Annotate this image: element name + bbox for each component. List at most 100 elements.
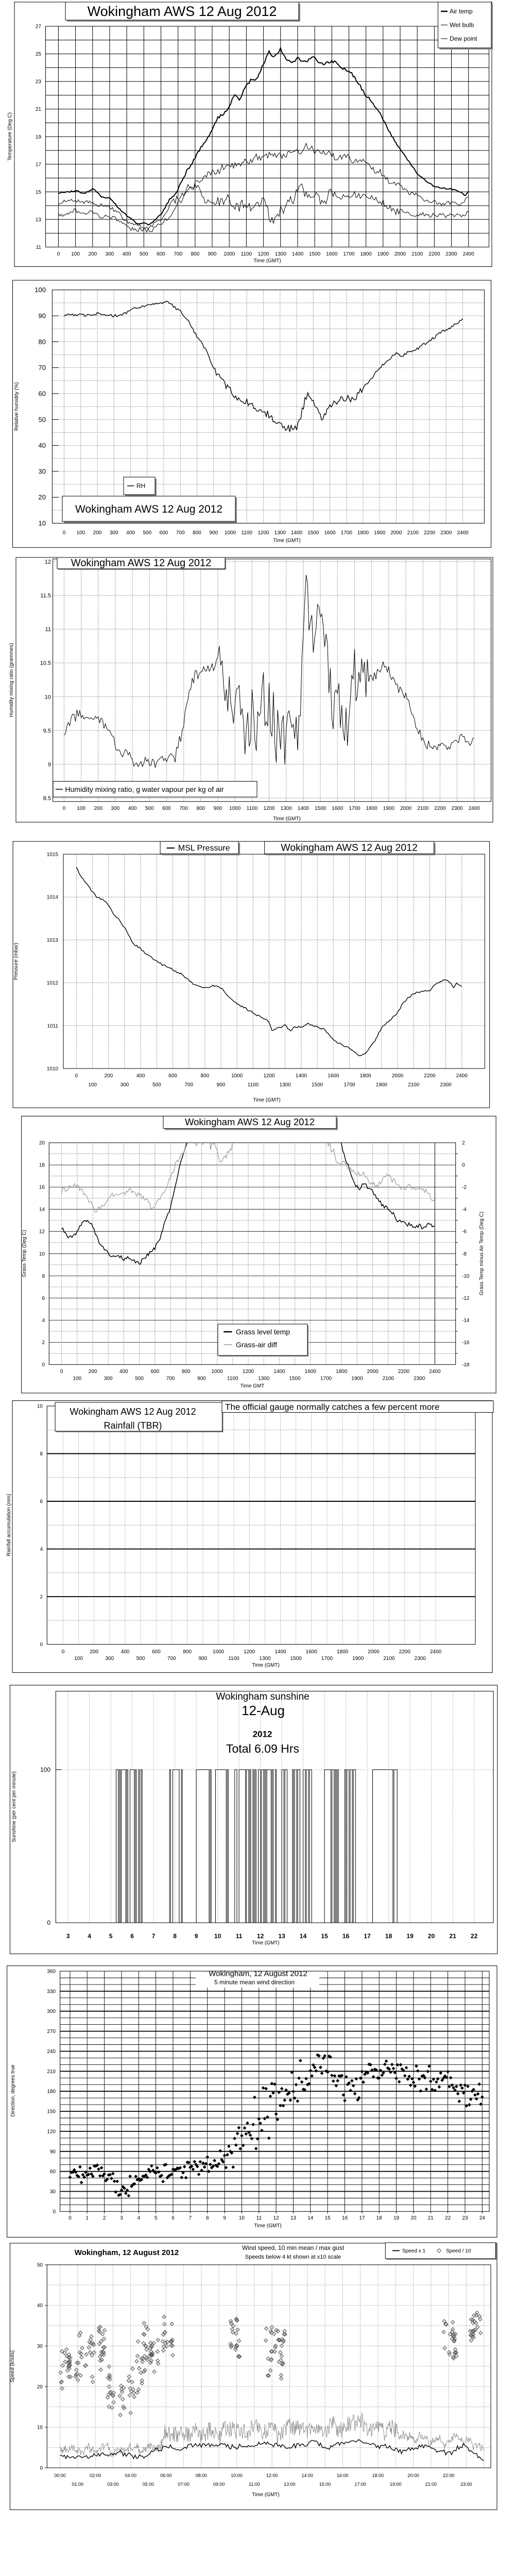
svg-text:1000: 1000 [224, 251, 235, 257]
svg-text:40: 40 [37, 2303, 43, 2309]
svg-text:22: 22 [445, 2215, 451, 2221]
svg-text:1500: 1500 [312, 1082, 323, 1088]
svg-text:19: 19 [36, 134, 42, 140]
svg-text:700: 700 [184, 1082, 193, 1088]
svg-text:2100: 2100 [411, 251, 423, 257]
svg-text:1400: 1400 [291, 530, 303, 536]
svg-text:2100: 2100 [383, 1376, 394, 1382]
svg-text:1: 1 [85, 2215, 89, 2221]
svg-text:270: 270 [47, 2029, 56, 2035]
svg-text:2400: 2400 [429, 1369, 441, 1375]
svg-text:1200: 1200 [244, 1649, 255, 1655]
svg-text:2000: 2000 [400, 806, 412, 811]
svg-text:1900: 1900 [376, 1082, 388, 1088]
svg-text:-16: -16 [462, 1340, 470, 1346]
svg-text:40: 40 [39, 442, 46, 449]
svg-text:23: 23 [36, 79, 42, 85]
svg-text:900: 900 [197, 1376, 206, 1382]
svg-text:400: 400 [128, 806, 137, 811]
svg-text:Sunshine (per cent per minute): Sunshine (per cent per minute) [11, 1771, 17, 1842]
svg-text:4: 4 [88, 1933, 91, 1940]
svg-text:Time (GMT): Time (GMT) [254, 2223, 282, 2229]
svg-text:14: 14 [39, 1207, 45, 1213]
svg-text:1500: 1500 [290, 1656, 302, 1662]
svg-text:90: 90 [50, 2149, 56, 2155]
svg-text:500: 500 [145, 806, 154, 811]
svg-text:11:00: 11:00 [249, 2482, 260, 2487]
svg-text:14: 14 [307, 2215, 314, 2221]
svg-text:Grass Temp minus Air Temp (Deg: Grass Temp minus Air Temp (Deg C) [479, 1212, 485, 1295]
svg-text:Time GMT: Time GMT [241, 1383, 265, 1389]
svg-text:50: 50 [37, 2262, 43, 2268]
svg-text:17:00: 17:00 [354, 2482, 366, 2487]
svg-text:600: 600 [160, 530, 168, 536]
svg-text:2012: 2012 [253, 1730, 272, 1739]
svg-text:21:00: 21:00 [425, 2482, 437, 2487]
svg-text:1400: 1400 [274, 1649, 286, 1655]
svg-text:17: 17 [364, 1933, 371, 1940]
svg-text:2400: 2400 [456, 1073, 468, 1079]
svg-text:Humidity mixing ratio (grammes: Humidity mixing ratio (grammes) [9, 643, 14, 717]
svg-text:1015: 1015 [47, 852, 59, 858]
svg-text:05:00: 05:00 [143, 2482, 154, 2487]
svg-text:00:00: 00:00 [54, 2473, 66, 2478]
svg-text:2200: 2200 [398, 1369, 410, 1375]
svg-text:0: 0 [62, 1649, 65, 1655]
svg-text:1100: 1100 [247, 806, 258, 811]
svg-text:21: 21 [36, 107, 42, 112]
svg-text:1600: 1600 [324, 530, 336, 536]
svg-text:Rainfall accumulation (mm): Rainfall accumulation (mm) [6, 1494, 12, 1556]
svg-text:1900: 1900 [374, 530, 386, 536]
svg-text:09:00: 09:00 [213, 2482, 225, 2487]
svg-text:The official gauge normally ca: The official gauge normally catches a fe… [225, 1402, 439, 1412]
svg-text:2200: 2200 [399, 1649, 411, 1655]
svg-text:30: 30 [37, 2344, 43, 2349]
svg-text:10: 10 [214, 1933, 221, 1940]
svg-text:14:00: 14:00 [301, 2473, 313, 2478]
svg-text:10: 10 [239, 2215, 245, 2221]
svg-text:800: 800 [193, 530, 201, 536]
svg-text:Humidity mixing ratio, g water: Humidity mixing ratio, g water vapour pe… [65, 785, 224, 793]
svg-text:5 minute mean wind direction: 5 minute mean wind direction [214, 1979, 295, 1986]
svg-text:1300: 1300 [280, 1082, 291, 1088]
svg-text:1200: 1200 [243, 1369, 254, 1375]
svg-text:0: 0 [75, 1073, 78, 1079]
svg-text:1200: 1200 [263, 1073, 275, 1079]
svg-text:8: 8 [173, 1933, 177, 1940]
svg-text:100: 100 [77, 806, 85, 811]
svg-text:200: 200 [94, 806, 102, 811]
svg-text:2: 2 [40, 1595, 43, 1600]
svg-text:1400: 1400 [273, 1369, 285, 1375]
svg-text:2200: 2200 [424, 530, 436, 536]
svg-text:1400: 1400 [298, 806, 310, 811]
svg-text:700: 700 [167, 1656, 176, 1662]
svg-text:23:00: 23:00 [460, 2482, 472, 2487]
svg-text:0: 0 [68, 2215, 72, 2221]
svg-text:Grass-air diff: Grass-air diff [236, 1341, 277, 1349]
svg-text:5: 5 [154, 2215, 158, 2221]
svg-text:2100: 2100 [407, 530, 419, 536]
svg-text:1200: 1200 [258, 251, 269, 257]
svg-text:100: 100 [40, 1766, 50, 1773]
svg-text:20: 20 [39, 1141, 45, 1146]
svg-text:2000: 2000 [368, 1649, 380, 1655]
svg-text:07:00: 07:00 [178, 2482, 190, 2487]
svg-text:2100: 2100 [383, 1656, 395, 1662]
svg-text:1300: 1300 [258, 1376, 270, 1382]
svg-text:0: 0 [57, 251, 60, 257]
svg-text:Wokingham AWS 12 Aug 2012: Wokingham AWS 12 Aug 2012 [281, 842, 418, 854]
svg-text:2300: 2300 [440, 1082, 452, 1088]
svg-text:1700: 1700 [343, 251, 355, 257]
svg-text:1100: 1100 [227, 1376, 238, 1382]
svg-text:-8: -8 [462, 1251, 467, 1257]
svg-text:15: 15 [325, 2215, 331, 2221]
svg-text:Relative humidity (%): Relative humidity (%) [14, 382, 20, 431]
svg-text:3: 3 [66, 1933, 70, 1940]
svg-text:19:00: 19:00 [390, 2482, 402, 2487]
svg-text:27: 27 [36, 24, 42, 30]
svg-text:80: 80 [39, 338, 46, 346]
svg-text:1800: 1800 [336, 1369, 348, 1375]
svg-text:Speed x 1: Speed x 1 [402, 2248, 425, 2254]
svg-text:1000: 1000 [229, 806, 241, 811]
svg-text:2100: 2100 [417, 806, 429, 811]
